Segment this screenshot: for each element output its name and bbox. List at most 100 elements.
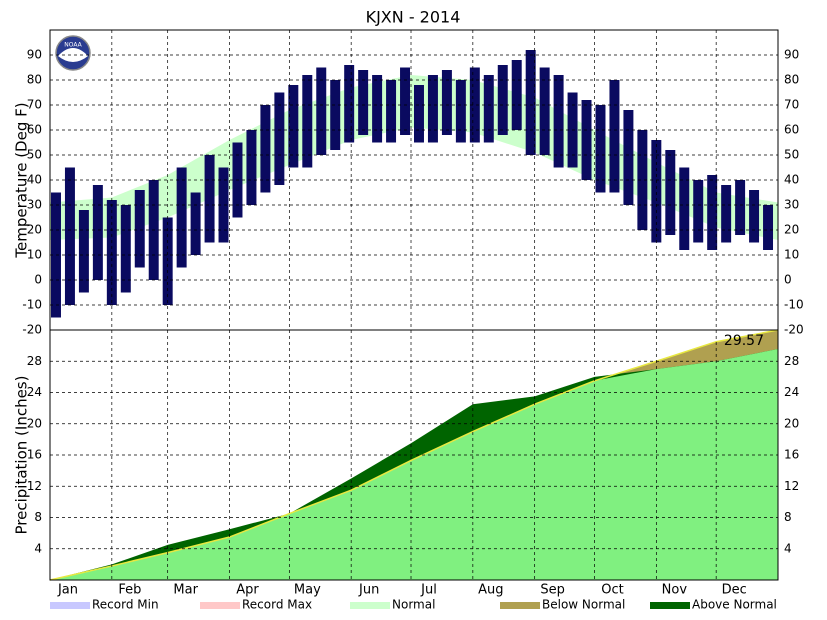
- y-tick-label-right: -10: [784, 298, 804, 312]
- legend-swatch: [500, 602, 540, 609]
- y-tick-label: 8: [34, 510, 42, 524]
- temp-bar: [623, 110, 634, 205]
- temp-bar: [190, 192, 201, 255]
- temp-bar: [497, 65, 508, 135]
- temp-bar: [372, 75, 383, 143]
- temp-bar: [260, 105, 271, 193]
- y-tick-label: 4: [34, 541, 42, 555]
- temp-bar: [525, 50, 536, 155]
- temp-bar: [539, 67, 550, 155]
- x-tick-label: May: [294, 583, 321, 598]
- y-tick-label: -10: [22, 298, 42, 312]
- temp-bar: [134, 190, 145, 268]
- temp-bar: [64, 167, 75, 305]
- x-tick-label: Nov: [662, 583, 688, 598]
- y-tick-label: 90: [27, 48, 42, 62]
- x-tick-label: Oct: [601, 583, 623, 598]
- y-tick-label: -20: [22, 323, 42, 337]
- y-tick-label-right: 30: [784, 198, 799, 212]
- temp-bar: [358, 70, 369, 135]
- y-tick-label-right: 0: [784, 273, 792, 287]
- y-tick-label: 16: [27, 448, 42, 462]
- y-tick-label-right: 80: [784, 73, 799, 87]
- temp-bar: [679, 167, 690, 250]
- temp-bar: [749, 190, 760, 243]
- temp-bar: [427, 75, 438, 143]
- y-tick-label: 12: [27, 479, 42, 493]
- y-tick-label-right: -20: [784, 323, 804, 337]
- temp-bar: [735, 180, 746, 235]
- temp-bar: [162, 217, 173, 305]
- x-tick-label: Jun: [358, 583, 379, 598]
- y-tick-label-right: 10: [784, 248, 799, 262]
- y-axis-label: Precipitation (Inches): [13, 376, 31, 535]
- legend-label: Normal: [392, 598, 435, 612]
- y-tick-label-right: 4: [784, 541, 792, 555]
- chart-title: KJXN - 2014: [366, 8, 461, 27]
- temp-bar: [469, 67, 480, 143]
- temp-bar: [120, 205, 131, 293]
- temp-bar: [288, 85, 299, 168]
- legend-label: Record Max: [242, 598, 312, 612]
- y-tick-label-right: 20: [784, 223, 799, 237]
- temp-bar: [330, 80, 341, 150]
- x-tick-label: Dec: [722, 583, 747, 598]
- temp-bar: [707, 175, 718, 250]
- temp-bar: [637, 130, 648, 230]
- temp-bar: [50, 192, 61, 318]
- temp-bar: [763, 205, 774, 250]
- y-tick-label-right: 40: [784, 173, 799, 187]
- y-tick-label-right: 90: [784, 48, 799, 62]
- y-tick-label: 28: [27, 354, 42, 368]
- temp-bar: [651, 140, 662, 243]
- temp-bar: [511, 60, 522, 130]
- y-tick-label: 10: [27, 248, 42, 262]
- annotation: 29.57: [724, 333, 764, 349]
- y-tick-label-right: 70: [784, 98, 799, 112]
- y-tick-label: 70: [27, 98, 42, 112]
- y-tick-label-right: 16: [784, 448, 799, 462]
- y-tick-label-right: 60: [784, 123, 799, 137]
- x-tick-label: Mar: [173, 583, 198, 598]
- legend-swatch: [50, 602, 90, 609]
- temp-bar: [246, 130, 257, 205]
- temp-bar: [274, 92, 285, 185]
- temp-bar: [176, 167, 187, 268]
- temp-bar: [218, 167, 229, 243]
- temp-bar: [78, 210, 89, 293]
- temp-bar: [455, 80, 466, 143]
- legend-label: Record Min: [92, 598, 159, 612]
- y-tick-label: 24: [27, 385, 42, 399]
- y-tick-label: 20: [27, 223, 42, 237]
- y-tick-label-right: 12: [784, 479, 799, 493]
- legend-label: Below Normal: [542, 598, 625, 612]
- x-tick-label: Sep: [540, 583, 565, 598]
- temp-bar: [92, 185, 103, 280]
- legend-swatch: [650, 602, 690, 609]
- y-tick-label-right: 50: [784, 148, 799, 162]
- y-tick-label: 40: [27, 173, 42, 187]
- y-tick-label: 80: [27, 73, 42, 87]
- noaa-logo: NOAA: [55, 35, 91, 71]
- y-tick-label: 0: [34, 273, 42, 287]
- temp-bar: [693, 180, 704, 243]
- temp-bar: [414, 85, 424, 143]
- y-tick-label-right: 20: [784, 416, 799, 430]
- svg-text:NOAA: NOAA: [64, 42, 82, 49]
- temp-bar: [483, 75, 494, 143]
- temp-bar: [400, 67, 411, 135]
- temp-bar: [204, 155, 215, 243]
- temp-bar: [344, 65, 355, 143]
- legend-label: Above Normal: [692, 598, 777, 612]
- y-tick-label: 30: [27, 198, 42, 212]
- y-tick-label: 50: [27, 148, 42, 162]
- temp-bar: [302, 75, 313, 168]
- plot-frame: [49, 29, 779, 581]
- temp-bar: [609, 80, 620, 193]
- y-tick-label: 60: [27, 123, 42, 137]
- x-tick-label: Aug: [478, 583, 503, 598]
- x-tick-label: Jan: [57, 583, 78, 598]
- temp-bar: [441, 70, 452, 135]
- x-tick-label: Jul: [420, 583, 437, 598]
- y-axis-label: Temperature (Deg F): [13, 102, 31, 258]
